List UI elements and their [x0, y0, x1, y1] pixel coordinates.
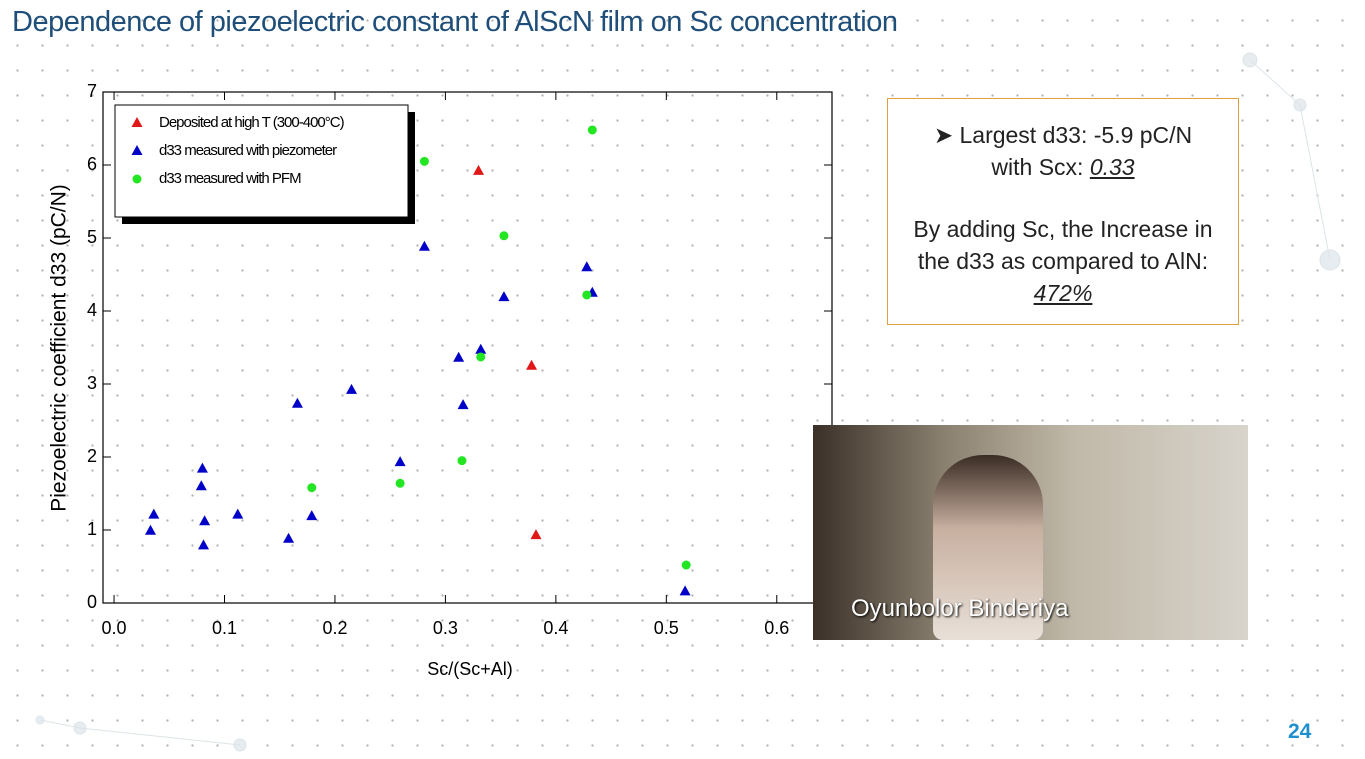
- y-tick-label: 6: [87, 154, 97, 174]
- y-tick-label: 7: [87, 81, 97, 101]
- point: [473, 164, 485, 175]
- point: [346, 383, 358, 394]
- legend-label: d33 measured with piezometer: [159, 142, 337, 159]
- person: [933, 455, 1043, 640]
- point: [453, 351, 465, 362]
- y-axis-label: Piezoelectric coefficient d33 (pC/N): [48, 184, 71, 512]
- callout-value: 472%: [1033, 280, 1093, 306]
- legend-marker: [131, 117, 143, 127]
- point: [526, 359, 538, 370]
- point: [679, 585, 691, 596]
- callout-line: ➤ Largest d33: -5.9 pC/N: [933, 122, 1193, 148]
- point: [419, 156, 429, 166]
- point: [395, 478, 405, 488]
- x-tick-label: 0.1: [212, 618, 237, 638]
- point: [307, 483, 317, 493]
- point: [499, 231, 509, 241]
- y-tick-label: 3: [87, 373, 97, 393]
- point: [196, 462, 208, 473]
- point: [199, 515, 211, 526]
- legend-label: d33 measured with PFM: [159, 170, 301, 187]
- y-tick-label: 0: [87, 592, 97, 612]
- point: [195, 480, 207, 491]
- x-axis-label: Sc/(Sc+Al): [427, 659, 513, 679]
- point: [148, 508, 160, 519]
- callout-text: Largest d33: -5.9 pC/N: [959, 122, 1193, 148]
- legend-label: Deposited at high T (300-400°C): [159, 114, 345, 131]
- point: [681, 560, 691, 570]
- point: [530, 529, 542, 540]
- point: [581, 261, 593, 272]
- point: [283, 532, 295, 543]
- point: [291, 397, 303, 408]
- point: [232, 508, 244, 519]
- point: [457, 399, 469, 410]
- point: [418, 240, 430, 251]
- legend-marker: [131, 145, 143, 155]
- video-feed: Oyunbolor Binderiya: [813, 425, 1248, 640]
- point: [394, 456, 406, 467]
- x-tick-label: 0.4: [543, 618, 568, 638]
- callout-text: with Scx:: [991, 154, 1084, 180]
- callout-paragraph: By adding Sc, the Increase in the d33 as…: [888, 213, 1238, 309]
- x-tick-label: 0.5: [654, 618, 679, 638]
- x-tick-label: 0.6: [764, 618, 789, 638]
- decor: [35, 52, 1341, 752]
- x-tick-label: 0.3: [433, 618, 458, 638]
- point: [587, 125, 597, 135]
- y-tick-label: 5: [87, 227, 97, 247]
- y-tick-label: 2: [87, 446, 97, 466]
- point: [198, 539, 210, 550]
- x-tick-label: 0.2: [322, 618, 347, 638]
- plot-frame: [102, 91, 833, 604]
- point: [475, 343, 487, 354]
- point: [144, 524, 156, 535]
- page-number: 24: [1288, 720, 1312, 743]
- point: [457, 456, 467, 466]
- callout: ➤ Largest d33: -5.9 pC/N with Scx: 0.33 …: [887, 98, 1239, 325]
- point: [498, 291, 510, 302]
- point: [582, 290, 592, 300]
- y-tick-label: 1: [87, 519, 97, 539]
- callout-text: By adding Sc, the Increase in the d33 as…: [913, 216, 1213, 274]
- callout-value: 0.33: [1089, 154, 1135, 180]
- point: [476, 352, 486, 362]
- callout-line: with Scx: 0.33: [888, 151, 1238, 183]
- x-tick-label: 0.0: [102, 618, 127, 638]
- legend-marker: [132, 174, 142, 184]
- speaker-name: Oyunbolor Binderiya: [851, 595, 1069, 622]
- slide-title: Dependence of piezoelectric constant of …: [12, 6, 898, 38]
- y-tick-label: 4: [87, 300, 97, 320]
- point: [306, 510, 318, 521]
- legend: [114, 104, 409, 218]
